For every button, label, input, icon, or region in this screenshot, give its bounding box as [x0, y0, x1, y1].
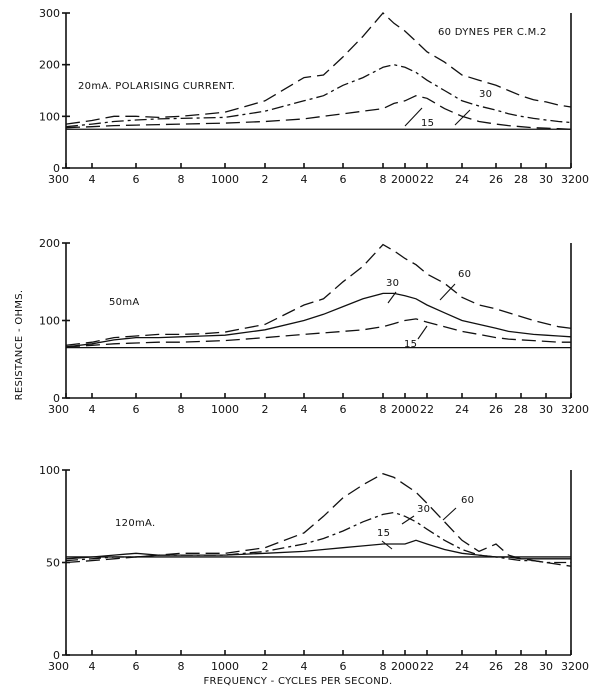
x-tick-label: 4 — [301, 173, 308, 186]
x-tick-label: 6 — [133, 403, 140, 416]
label-leader-arrow — [401, 515, 415, 525]
x-tick-label: 4 — [89, 660, 96, 673]
x-tick-label: 22 — [420, 173, 434, 186]
x-tick-label: 300 — [48, 660, 69, 673]
x-tick-label: 4 — [89, 403, 96, 416]
x-tick-label: 6 — [340, 403, 347, 416]
x-tick-label: 4 — [301, 403, 308, 416]
y-tick-label: 200 — [39, 237, 60, 250]
series-line-60 — [65, 472, 572, 567]
panel-annotation: 50mA — [109, 297, 140, 308]
y-tick-label: 0 — [53, 649, 60, 662]
label-leader-arrow — [404, 107, 423, 127]
y-tick-label: 200 — [39, 59, 60, 72]
label-leader-arrow — [442, 507, 457, 521]
series-line-15 — [65, 318, 571, 348]
series-label: 15 — [421, 118, 434, 129]
x-tick-label: 1000 — [211, 173, 239, 186]
x-tick-label: 3200 — [561, 403, 589, 416]
panel-annotation: 20mA. POLARISING CURRENT. — [78, 81, 235, 92]
y-tick-label: 300 — [39, 7, 60, 20]
x-tick-label: 2 — [262, 173, 269, 186]
series-label: 15 — [404, 339, 417, 350]
series-label: 15 — [377, 528, 390, 539]
x-tick-label: 24 — [455, 660, 469, 673]
y-tick-label: 50 — [46, 557, 60, 570]
x-tick-label: 30 — [539, 403, 553, 416]
x-tick-label: 2000 — [391, 173, 419, 186]
panel-annotation: 120mA. — [115, 518, 155, 529]
label-leader-arrow — [417, 325, 428, 340]
series-line-15 — [65, 95, 572, 130]
series-line-60 — [65, 12, 572, 125]
series-label: 30 — [417, 504, 430, 515]
x-axis-label: FREQUENCY - CYCLES PER SECOND. — [203, 676, 392, 687]
x-tick-label: 8 — [380, 403, 387, 416]
x-tick-label: 2000 — [391, 660, 419, 673]
y-tick-label: 0 — [53, 162, 60, 175]
x-tick-label: 6 — [340, 173, 347, 186]
x-tick-label: 1000 — [211, 403, 239, 416]
x-tick-label: 26 — [489, 660, 503, 673]
x-tick-label: 300 — [48, 173, 69, 186]
series-label: 60 — [458, 269, 471, 280]
label-leader-arrow — [387, 291, 397, 304]
x-tick-label: 6 — [133, 173, 140, 186]
series-label: 60 DYNES PER C.M.2 — [438, 27, 547, 38]
x-tick-label: 300 — [48, 403, 69, 416]
x-tick-label: 30 — [539, 660, 553, 673]
x-tick-label: 26 — [489, 403, 503, 416]
x-tick-label: 30 — [539, 173, 553, 186]
series-label: 60 — [461, 495, 474, 506]
label-leader-arrow — [381, 540, 393, 550]
x-tick-label: 28 — [514, 173, 528, 186]
series-label: 30 — [479, 89, 492, 100]
x-tick-label: 8 — [380, 173, 387, 186]
series-label: 30 — [386, 278, 399, 289]
x-tick-label: 4 — [301, 660, 308, 673]
x-tick-label: 2 — [262, 403, 269, 416]
y-tick-label: 100 — [39, 464, 60, 477]
label-leader-arrow — [439, 283, 456, 301]
x-tick-label: 3200 — [561, 173, 589, 186]
x-tick-label: 24 — [455, 403, 469, 416]
label-leader-arrow — [454, 109, 471, 126]
x-tick-label: 24 — [455, 173, 469, 186]
y-tick-label: 100 — [39, 110, 60, 123]
x-tick-label: 8 — [178, 403, 185, 416]
x-tick-label: 26 — [489, 173, 503, 186]
x-tick-label: 6 — [340, 660, 347, 673]
series-line-60 — [65, 243, 572, 346]
x-tick-label: 4 — [89, 173, 96, 186]
y-tick-label: 0 — [53, 392, 60, 405]
x-tick-label: 22 — [420, 403, 434, 416]
x-tick-label: 1000 — [211, 660, 239, 673]
x-tick-label: 3200 — [561, 660, 589, 673]
x-tick-label: 2 — [262, 660, 269, 673]
series-line-30 — [65, 64, 572, 128]
x-tick-label: 8 — [178, 660, 185, 673]
x-tick-label: 28 — [514, 403, 528, 416]
x-tick-label: 8 — [380, 660, 387, 673]
series-line-30 — [65, 292, 572, 348]
y-tick-label: 100 — [39, 315, 60, 328]
series-line-15 — [65, 539, 571, 560]
x-tick-label: 2000 — [391, 403, 419, 416]
x-tick-label: 22 — [420, 660, 434, 673]
x-tick-label: 6 — [133, 660, 140, 673]
y-axis-label: RESISTANCE - OHMS. — [14, 290, 25, 401]
x-tick-label: 8 — [178, 173, 185, 186]
x-tick-label: 28 — [514, 660, 528, 673]
